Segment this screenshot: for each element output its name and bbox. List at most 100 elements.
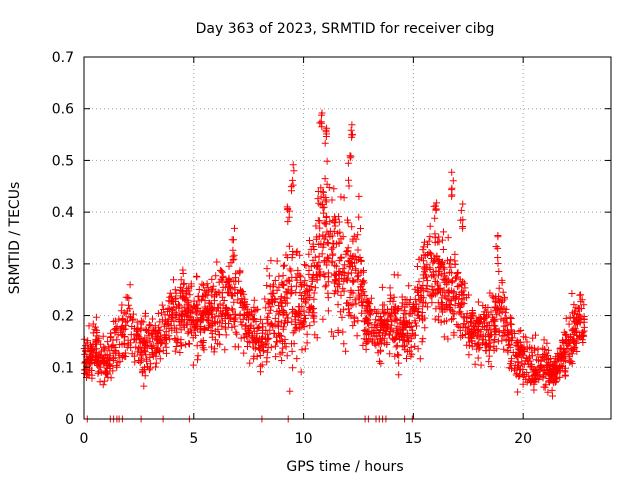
data-point — [267, 303, 275, 311]
data-point — [286, 265, 294, 273]
data-point — [461, 314, 469, 322]
data-point — [411, 342, 419, 350]
data-point — [108, 343, 116, 351]
data-point — [519, 366, 527, 373]
data-point — [141, 348, 149, 356]
data-point — [99, 381, 107, 389]
data-point — [347, 258, 355, 266]
data-point — [97, 368, 105, 376]
data-point — [287, 183, 295, 191]
data-point — [310, 295, 318, 303]
data-point — [577, 291, 585, 299]
data-point — [320, 209, 328, 217]
data-point — [335, 218, 343, 226]
data-point — [195, 286, 203, 293]
data-point — [323, 180, 331, 188]
data-point — [250, 325, 258, 332]
data-point — [449, 177, 457, 185]
data-point — [358, 299, 365, 306]
data-point — [221, 311, 229, 318]
data-point — [132, 336, 140, 344]
data-point — [565, 320, 573, 328]
data-point — [328, 328, 336, 336]
data-point — [527, 376, 535, 384]
data-point — [229, 253, 237, 261]
data-point — [185, 302, 193, 310]
data-point — [344, 257, 352, 265]
data-point — [375, 316, 383, 324]
data-point — [320, 188, 327, 196]
data-point — [179, 280, 187, 288]
data-point — [408, 326, 416, 334]
data-point — [508, 365, 515, 373]
data-point — [567, 333, 574, 341]
data-point — [385, 331, 393, 339]
data-point — [171, 286, 179, 294]
data-point — [182, 308, 190, 316]
data-point — [328, 245, 336, 253]
data-point — [485, 332, 493, 340]
data-point — [363, 304, 371, 312]
data-point — [166, 289, 174, 297]
data-point — [94, 362, 102, 369]
data-point — [285, 242, 293, 250]
data-point — [227, 259, 235, 267]
data-point — [166, 305, 174, 313]
data-point — [561, 371, 569, 379]
data-point — [541, 346, 549, 353]
data-point — [567, 346, 575, 354]
data-point — [284, 218, 292, 226]
data-point — [197, 338, 205, 346]
data-point — [316, 268, 324, 276]
data-point — [561, 330, 569, 338]
data-point — [291, 320, 299, 328]
data-point — [495, 268, 503, 275]
data-point — [381, 317, 389, 325]
data-point — [324, 278, 332, 286]
data-point — [143, 336, 151, 344]
data-point — [89, 320, 97, 328]
data-point — [193, 301, 201, 309]
data-point — [476, 344, 484, 351]
data-point — [534, 351, 542, 359]
data-point — [136, 351, 144, 359]
data-point — [423, 282, 431, 290]
data-point — [368, 330, 375, 338]
data-point — [199, 292, 206, 300]
data-point — [421, 238, 428, 246]
data-point — [321, 233, 329, 241]
data-point — [88, 359, 96, 367]
data-point — [126, 313, 134, 321]
data-point — [411, 331, 419, 339]
data-point — [230, 318, 238, 325]
data-point — [248, 311, 256, 319]
data-point — [292, 324, 300, 332]
data-point — [300, 318, 308, 326]
data-point — [580, 301, 588, 309]
data-point — [162, 328, 170, 336]
data-point — [367, 294, 375, 302]
data-point — [279, 281, 287, 288]
data-point — [120, 309, 128, 317]
data-point — [248, 308, 255, 316]
data-point — [319, 200, 326, 208]
data-point — [459, 332, 466, 339]
data-point — [323, 213, 331, 221]
data-point — [216, 300, 224, 308]
data-point — [386, 350, 394, 358]
data-point — [280, 323, 288, 331]
data-point — [192, 308, 200, 316]
data-point — [114, 358, 122, 366]
data-point — [153, 347, 161, 355]
data-point — [330, 185, 338, 193]
data-point — [171, 335, 179, 342]
data-point — [426, 222, 434, 230]
data-point — [507, 320, 514, 328]
data-point — [322, 133, 330, 140]
data-point — [459, 287, 467, 295]
data-point — [154, 333, 162, 341]
data-point — [303, 330, 311, 338]
data-point — [383, 341, 391, 348]
data-point — [426, 233, 434, 241]
